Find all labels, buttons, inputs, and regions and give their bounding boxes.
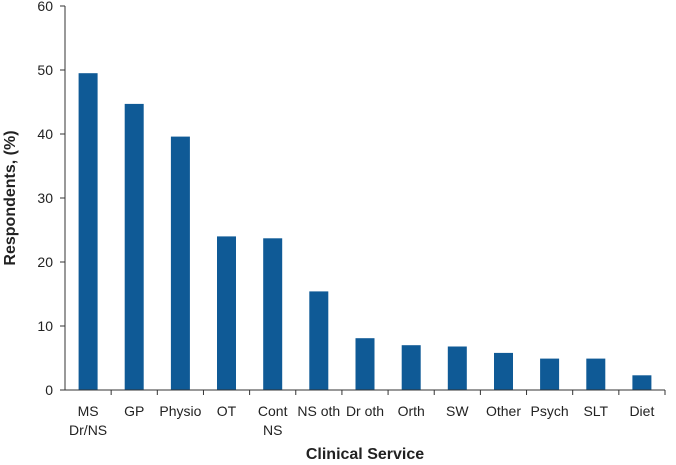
y-tick-label: 20: [37, 254, 53, 270]
x-tick-label-line: Other: [486, 403, 521, 419]
bar: [355, 338, 375, 390]
bars: [78, 73, 652, 391]
x-tick-label: Cont NS: [258, 403, 288, 438]
bar: [217, 236, 236, 390]
bar: [586, 358, 606, 390]
y-tick-label: 0: [45, 382, 53, 398]
x-tick-label-line: Psych: [531, 403, 569, 419]
x-tick-label-line: GP: [124, 403, 144, 419]
x-tick-label-line: NS oth: [297, 403, 340, 419]
x-tick-label: Psych: [531, 403, 569, 419]
x-tick-label-line: SLT: [583, 403, 608, 419]
bar: [447, 346, 467, 390]
y-tick-label: 40: [37, 126, 53, 142]
x-tick-label: Diet: [629, 403, 654, 419]
x-axis-ticks: MS Dr/NS GP Physio OT Cont NS NS oth Dr oth Orth S…: [69, 390, 666, 438]
bar: [124, 103, 144, 391]
bar: [263, 238, 283, 390]
x-tick-label: GP: [124, 403, 144, 419]
bar: [401, 345, 421, 390]
bar: [632, 375, 652, 390]
x-tick-label: SLT: [583, 403, 608, 419]
bar: [78, 73, 98, 390]
y-tick-label: 10: [37, 318, 53, 334]
x-tick-label: Other: [486, 403, 521, 419]
x-tick-label-line: Physio: [159, 403, 201, 419]
x-tick-label-line: Orth: [398, 403, 425, 419]
bar: [494, 352, 513, 390]
x-tick-label-line: NS: [263, 422, 282, 438]
y-axis-ticks: 0 10 20 30 40 50 60: [37, 0, 65, 398]
bar: [170, 136, 190, 390]
bar: [309, 291, 329, 390]
x-tick-label-line: OT: [217, 403, 237, 419]
x-tick-label: SW: [446, 403, 469, 419]
y-tick-label: 30: [37, 190, 53, 206]
x-tick-label-line: Cont: [258, 403, 288, 419]
x-tick-label: Dr oth: [346, 403, 384, 419]
x-tick-label-line: Diet: [629, 403, 654, 419]
x-tick-label-line: SW: [446, 403, 469, 419]
x-axis-title: Clinical Service: [306, 446, 424, 463]
x-tick-label: Orth: [398, 403, 425, 419]
y-axis-title: Respondents, (%): [2, 130, 19, 265]
x-tick-label-line: Dr/NS: [69, 422, 107, 438]
x-tick-label: OT: [217, 403, 237, 419]
x-tick-label-line: MS: [78, 403, 99, 419]
x-tick-label: MS Dr/NS: [69, 403, 107, 438]
x-tick-label-line: Dr oth: [346, 403, 384, 419]
bar: [540, 358, 560, 390]
x-tick-label: Physio: [159, 403, 201, 419]
y-tick-label: 50: [37, 62, 53, 78]
x-tick-label: NS oth: [297, 403, 340, 419]
y-tick-label: 60: [37, 0, 53, 14]
